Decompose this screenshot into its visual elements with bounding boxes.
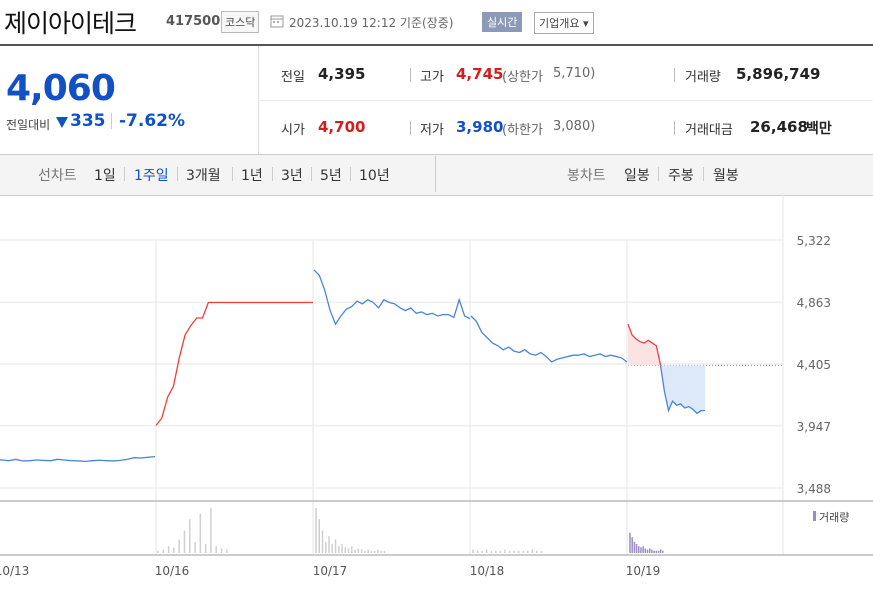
down-triangle-icon: [56, 117, 68, 128]
divider: [674, 68, 675, 82]
header-divider: [0, 44, 873, 46]
current-price: 4,060: [6, 68, 116, 109]
low-label: 저가: [420, 123, 444, 138]
tab-daily-candle[interactable]: 일봉: [624, 168, 650, 184]
y-tick-label: 4,863: [797, 296, 831, 310]
divider: [703, 167, 704, 181]
candle-chart-label: 봉차트: [567, 168, 606, 184]
divider: [350, 167, 351, 181]
series-line: [155, 301, 313, 426]
high-value: 4,745: [456, 65, 504, 83]
x-tick-label: 10/13: [0, 564, 29, 578]
low-value: 3,980: [456, 118, 504, 136]
lower-limit-value: 3,080): [553, 119, 596, 134]
volume-value: 5,896,749: [736, 65, 821, 83]
chart-tabs: [0, 154, 873, 196]
x-tick-label: 10/19: [626, 564, 661, 578]
divider: [435, 156, 436, 192]
series-line-up: [627, 323, 662, 366]
y-tick-label: 4,405: [797, 358, 831, 372]
divider: [658, 167, 659, 181]
upper-limit-value: 5,710): [553, 66, 596, 81]
market-badge: 코스닥: [221, 11, 260, 33]
volume-legend-swatch: [813, 511, 816, 521]
price-change-percent: -7.62%: [119, 111, 186, 131]
tab-1w[interactable]: 1주일: [134, 168, 169, 184]
tab-weekly-candle[interactable]: 주봉: [668, 168, 694, 184]
upper-limit-label: (상한가: [502, 70, 543, 85]
series-line: [313, 269, 471, 326]
divider: [272, 167, 273, 181]
divider: [410, 121, 411, 135]
divider: [177, 167, 178, 181]
trade-amount-label: 거래대금: [685, 123, 733, 138]
divider: [674, 121, 675, 135]
tab-10y[interactable]: 10년: [359, 168, 390, 184]
tab-monthly-candle[interactable]: 월봉: [713, 168, 739, 184]
realtime-button[interactable]: 실시간: [482, 12, 523, 32]
down-fill-area: [660, 365, 705, 414]
price-chart: 5,322 4,863 4,405 3,947 3,488 거래량 10/13 10/16 10…: [0, 195, 873, 578]
company-info-dropdown[interactable]: 기업개요 ▾: [534, 12, 594, 34]
open-label: 시가: [281, 123, 305, 138]
x-tick-label: 10/18: [470, 564, 505, 578]
x-tick-label: 10/17: [313, 564, 348, 578]
high-label: 고가: [420, 70, 444, 85]
divider: [111, 113, 112, 129]
y-tick-label: 5,322: [797, 234, 831, 248]
stock-name: 제이아이테크: [4, 9, 137, 38]
tab-3m[interactable]: 3개월: [186, 168, 221, 184]
divider: [410, 68, 411, 82]
open-value: 4,700: [318, 118, 366, 136]
divider: [311, 167, 312, 181]
series-line-down: [659, 365, 705, 415]
lower-limit-label: (하한가: [502, 123, 543, 138]
series-line: [0, 455, 156, 463]
quote-datetime: 2023.10.19 12:12 기준(장중): [289, 16, 454, 30]
tab-3y[interactable]: 3년: [281, 168, 303, 184]
tab-1y[interactable]: 1년: [241, 168, 263, 184]
up-fill-area: [628, 324, 661, 366]
tab-1d[interactable]: 1일: [94, 168, 116, 184]
series-line: [470, 315, 628, 363]
divider: [258, 100, 873, 101]
trade-amount-unit: 백만: [806, 121, 832, 137]
divider: [232, 167, 233, 181]
trade-amount-value: 26,468: [750, 118, 808, 136]
y-tick-label: 3,488: [797, 482, 831, 496]
diff-label: 전일대비: [6, 118, 51, 132]
x-tick-label: 10/16: [155, 564, 190, 578]
stock-code: 417500: [166, 14, 221, 29]
calendar-icon: [270, 15, 284, 28]
price-summary: 4,060: [0, 46, 258, 154]
line-chart-label: 선차트: [38, 168, 77, 184]
volume-label: 거래량: [685, 70, 721, 85]
prev-close-value: 4,395: [318, 65, 366, 83]
y-tick-label: 3,947: [797, 420, 831, 434]
volume-legend-label: 거래량: [819, 511, 849, 524]
prev-close-label: 전일: [281, 70, 305, 85]
divider: [124, 167, 125, 181]
tab-5y[interactable]: 5년: [320, 168, 342, 184]
price-change: 335: [70, 111, 106, 131]
page-header: 제이아이테크 417500 코스닥 2023.10.19 12:12 기준(장중…: [0, 0, 873, 44]
